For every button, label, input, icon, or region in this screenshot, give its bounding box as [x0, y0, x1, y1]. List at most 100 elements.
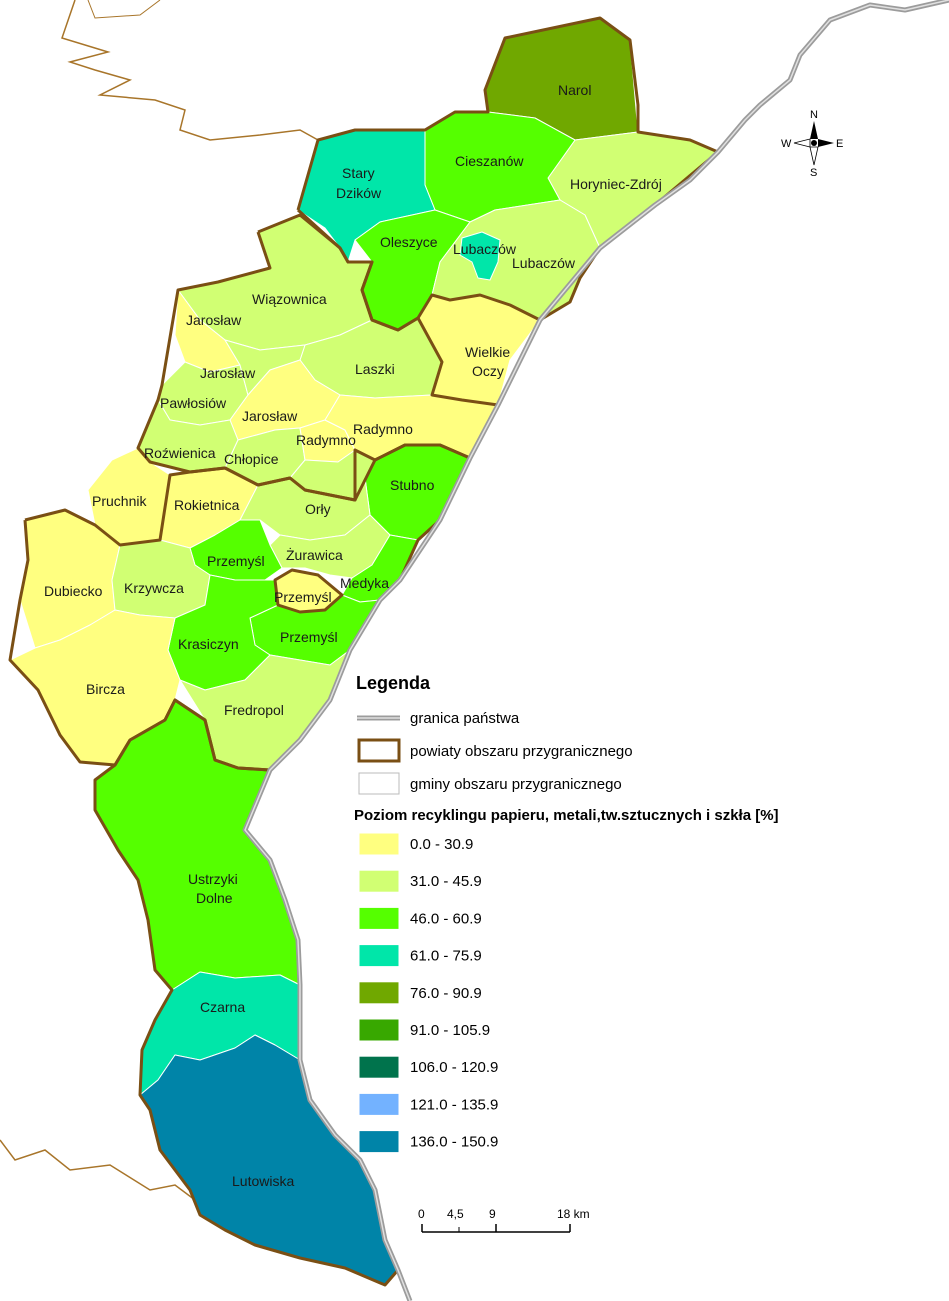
label-jaroslaw-1: Jarosław: [186, 312, 242, 328]
compass-w-label: W: [781, 138, 792, 150]
legend-powiat-border-label: powiaty obszaru przygranicznego: [410, 743, 633, 760]
label-ustrzyki-1: Ustrzyki: [188, 871, 238, 887]
label-cieszanow: Cieszanów: [455, 153, 524, 169]
label-lubaczow: Lubaczów: [512, 255, 576, 271]
legend-class-item: 106.0 - 120.9: [358, 1055, 498, 1079]
label-jaroslaw-city: Jarosław: [242, 408, 298, 424]
label-narol: Narol: [558, 82, 591, 98]
label-czarna: Czarna: [200, 999, 245, 1015]
compass-center: [811, 140, 817, 146]
legend-class-item: 46.0 - 60.9: [358, 906, 482, 930]
label-krzywcza: Krzywcza: [124, 580, 184, 596]
legend-class-item: 76.0 - 90.9: [358, 981, 482, 1005]
legend: Legenda granica państwa powiaty obszaru …: [354, 673, 779, 1154]
legend-title: Legenda: [356, 673, 431, 693]
scale-label-1: 4,5: [447, 1207, 464, 1221]
legend-powiat-border-swatch: [357, 738, 401, 763]
legend-classes: 0.0 - 30.9 31.0 - 45.9 46.0 - 60.9 61.0 - 7…: [358, 832, 498, 1154]
neighbour-boundary-north: [61, 0, 319, 141]
label-dubiecko: Dubiecko: [44, 583, 103, 599]
scale-label-3: 18 km: [557, 1207, 590, 1221]
label-wielkie-oczy-1: Wielkie: [465, 344, 510, 360]
legend-class-swatch: [358, 1018, 400, 1042]
legend-class-item: 136.0 - 150.9: [358, 1130, 498, 1154]
label-medyka: Medyka: [340, 575, 389, 591]
region-orly[interactable]: [239, 449, 376, 541]
compass-s-label: S: [810, 167, 817, 179]
neighbour-boundary-south: [0, 1139, 196, 1201]
label-horyniec: Horyniec-Zdrój: [570, 176, 662, 192]
legend-class-swatch: [358, 1130, 400, 1154]
compass-rose: N S E W: [781, 109, 843, 179]
state-border-inner: [244, 0, 949, 1301]
label-zurawica: Żurawica: [286, 546, 343, 563]
scale-label-0: 0: [418, 1207, 425, 1221]
label-wielkie-oczy-2: Oczy: [472, 363, 504, 379]
compass-e-label: E: [836, 138, 843, 150]
compass-east-arrow: [818, 139, 834, 147]
legend-item-gmina-border: gminy obszaru przygranicznego: [358, 772, 622, 795]
legend-class-swatch: [358, 869, 400, 893]
label-stary-dzikow-1: Stary: [342, 165, 375, 181]
neighbour-boundary-west: [87, 0, 161, 19]
label-chlopice: Chłopice: [224, 451, 279, 467]
label-krasiczyn: Krasiczyn: [178, 636, 239, 652]
region-lubaczow-city[interactable]: [459, 231, 501, 281]
legend-class-item: 0.0 - 30.9: [358, 832, 473, 856]
legend-item-powiat-border: powiaty obszaru przygranicznego: [357, 738, 633, 763]
label-wiazownica: Wiązownica: [252, 291, 327, 307]
legend-class-label: 61.0 - 75.9: [410, 948, 482, 965]
label-rokietnica: Rokietnica: [174, 497, 240, 513]
legend-class-swatch: [358, 1055, 400, 1079]
legend-class-label: 76.0 - 90.9: [410, 985, 482, 1002]
label-lutowiska: Lutowiska: [232, 1173, 294, 1189]
legend-class-label: 91.0 - 105.9: [410, 1022, 490, 1039]
legend-class-label: 136.0 - 150.9: [410, 1134, 498, 1151]
legend-gmina-border-swatch: [358, 772, 400, 795]
legend-class-item: 31.0 - 45.9: [358, 869, 482, 893]
label-pawlosiow: Pawłosiów: [160, 395, 227, 411]
legend-class-item: 61.0 - 75.9: [358, 944, 482, 968]
label-stubno: Stubno: [390, 477, 435, 493]
label-rozwienica: Roźwienica: [144, 445, 216, 461]
legend-class-swatch: [358, 1092, 400, 1116]
legend-item-state-border: granica państwa: [357, 710, 520, 727]
legend-class-swatch: [358, 944, 400, 968]
label-jaroslaw-2: Jarosław: [200, 365, 256, 381]
legend-class-item: 91.0 - 105.9: [358, 1018, 490, 1042]
legend-class-swatch: [358, 981, 400, 1005]
label-oleszyce: Oleszyce: [380, 234, 438, 250]
label-laszki: Laszki: [355, 361, 395, 377]
label-przemysl-2: Przemyśl: [280, 629, 338, 645]
compass-west-arrow: [793, 138, 811, 148]
scale-label-2: 9: [489, 1207, 496, 1221]
legend-class-swatch: [358, 906, 400, 930]
legend-class-label: 121.0 - 135.9: [410, 1096, 498, 1113]
label-ustrzyki-2: Dolne: [196, 890, 233, 906]
state-border: [242, 0, 949, 1301]
label-radymno: Radymno: [353, 421, 413, 437]
powiat-border-przemysl-city: [273, 568, 344, 614]
legend-state-border-label: granica państwa: [410, 710, 520, 727]
legend-class-label: 0.0 - 30.9: [410, 836, 473, 853]
label-przemysl-1: Przemyśl: [207, 553, 265, 569]
label-pruchnik: Pruchnik: [92, 493, 147, 509]
label-stary-dzikow-2: Dzików: [336, 185, 382, 201]
legend-class-label: 46.0 - 60.9: [410, 910, 482, 927]
legend-class-label: 106.0 - 120.9: [410, 1059, 498, 1076]
region-labels: Narol Cieszanów Stary Dzików Horyniec-Zd…: [44, 82, 662, 1189]
compass-north-arrow: [810, 121, 818, 139]
label-orly: Orły: [305, 501, 331, 517]
legend-class-swatch: [358, 832, 400, 856]
label-lubaczow-city: Lubaczów: [453, 241, 517, 257]
scale-bar: 0 4,5 9 18 km: [418, 1207, 590, 1233]
legend-gmina-border-label: gminy obszaru przygranicznego: [410, 776, 622, 793]
legend-subtitle: Poziom recyklingu papieru, metali,tw.szt…: [354, 807, 779, 824]
legend-class-item: 121.0 - 135.9: [358, 1092, 498, 1116]
compass-n-label: N: [810, 109, 818, 121]
legend-class-label: 31.0 - 45.9: [410, 873, 482, 890]
label-radymno-city: Radymno: [296, 432, 356, 448]
label-fredropol: Fredropol: [224, 702, 284, 718]
